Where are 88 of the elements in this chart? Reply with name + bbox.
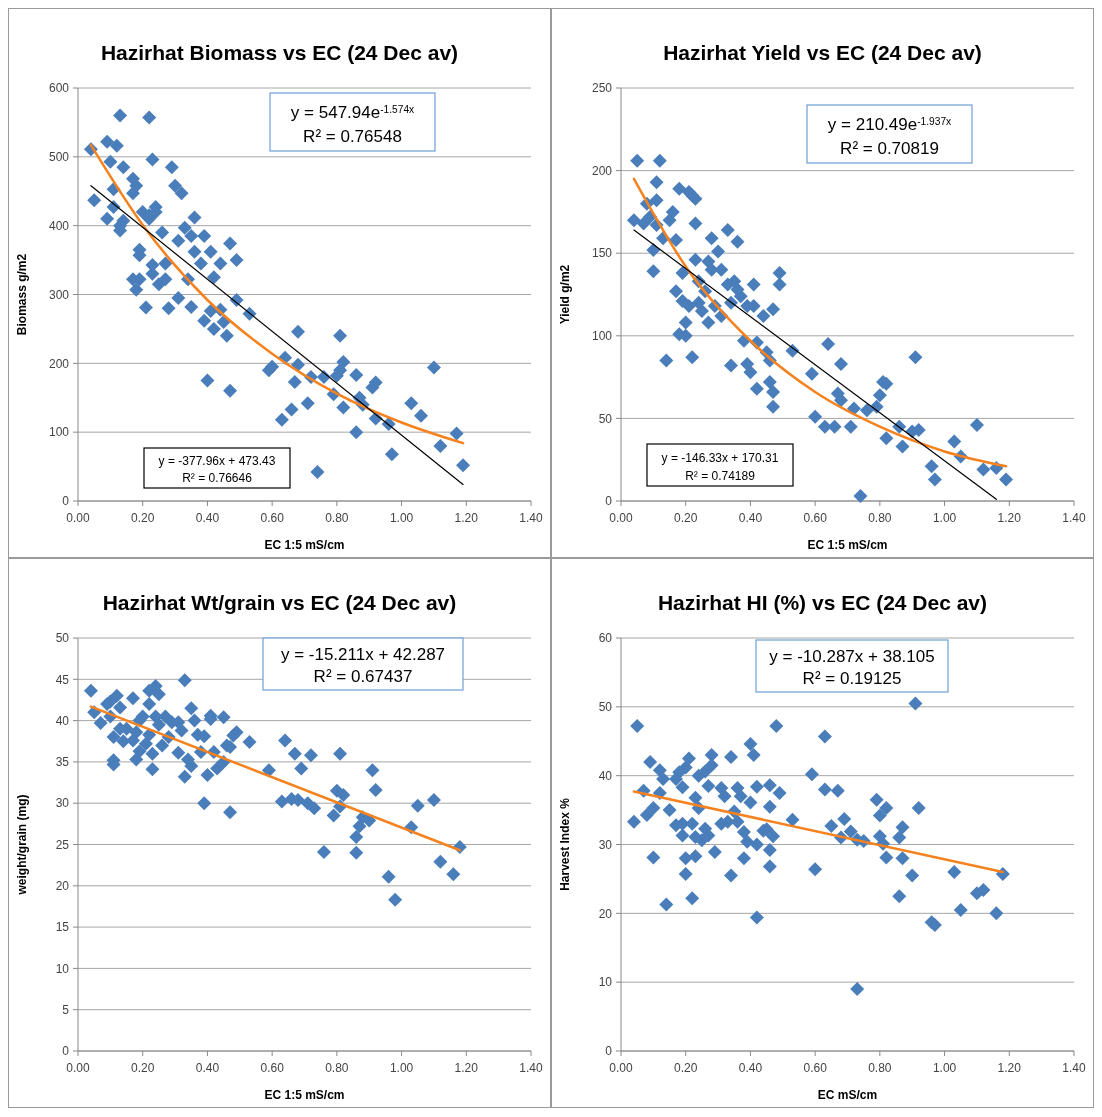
annotation: R² = 0.74189: [685, 468, 756, 483]
x-axis-title: EC 1:5 mS/cm: [264, 538, 345, 552]
x-tick-label: 0.60: [803, 1061, 828, 1075]
y-tick-label: 400: [48, 218, 70, 233]
y-tick-label: 25: [55, 837, 70, 852]
y-tick-label: 35: [55, 755, 70, 770]
x-tick-label: 0.80: [868, 511, 892, 525]
y-tick-label: 100: [48, 425, 70, 440]
x-tick-label: 1.20: [454, 1061, 479, 1075]
x-tick-label: 0.40: [195, 1061, 220, 1075]
y-axis-title: weight/grain (mg): [15, 794, 29, 896]
x-tick-label: 1.00: [932, 511, 957, 525]
y-tick-label: 0: [605, 1044, 613, 1059]
x-tick-label: 1.40: [1062, 511, 1086, 525]
annotation: R² = 0.70819: [840, 139, 939, 159]
x-tick-label: 0.80: [325, 1061, 349, 1075]
annotation: y = -377.96x + 473.43: [158, 454, 276, 469]
x-tick-label: 0.00: [609, 511, 633, 525]
x-tick-label: 0.60: [803, 511, 828, 525]
y-axis-title: Harvest Index %: [558, 797, 572, 891]
annotation: R² = 0.19125: [802, 669, 902, 689]
y-tick-label: 200: [48, 356, 70, 371]
y-tick-label: 30: [598, 837, 613, 852]
annotation: y = -146.33x + 170.31: [661, 451, 779, 466]
x-tick-label: 1.40: [1062, 1061, 1086, 1075]
x-axis-title: EC 1:5 mS/cm: [264, 1088, 345, 1102]
x-tick-label: 0.20: [131, 1061, 155, 1075]
y-tick-label: 20: [598, 906, 613, 921]
x-tick-label: 0.40: [195, 511, 220, 525]
y-tick-label: 10: [598, 975, 613, 990]
x-tick-label: 0.00: [609, 1061, 633, 1075]
y-tick-label: 50: [598, 411, 613, 426]
annotation: y = 210.49e$^{-1.937x}$: [827, 114, 952, 134]
x-tick-label: 1.00: [932, 1061, 957, 1075]
x-tick-label: 0.80: [868, 1061, 892, 1075]
x-tick-label: 1.00: [389, 511, 414, 525]
y-tick-label: 300: [48, 287, 70, 302]
y-tick-label: 250: [591, 81, 613, 96]
y-tick-label: 10: [55, 961, 70, 976]
line-series: [632, 177, 1008, 468]
y-tick-label: 45: [55, 672, 70, 687]
x-tick-label: 1.20: [997, 511, 1022, 525]
y-axis-title: Yield g/m2: [558, 264, 572, 325]
y-tick-label: 20: [55, 879, 70, 893]
annotation: y = 547.94e$^{-1.574x}$: [290, 102, 415, 122]
x-tick-label: 0.20: [674, 1061, 698, 1075]
x-tick-label: 0.00: [66, 511, 90, 525]
x-axis-title: EC mS/cm: [817, 1088, 878, 1102]
x-tick-label: 1.40: [519, 511, 543, 525]
y-tick-label: 15: [55, 920, 70, 935]
annotation: R² = 0.67437: [313, 667, 413, 687]
x-tick-label: 0.20: [674, 511, 698, 525]
x-tick-label: 1.40: [519, 1061, 543, 1075]
x-tick-label: 0.60: [260, 511, 285, 525]
y-tick-label: 40: [598, 768, 613, 783]
y-tick-label: 30: [55, 796, 70, 811]
x-tick-label: 0.40: [738, 1061, 763, 1075]
y-tick-label: 600: [48, 81, 70, 96]
y-axis-title: Biomass g/m2: [15, 253, 29, 336]
y-tick-label: 50: [598, 700, 613, 715]
y-tick-label: 150: [591, 246, 613, 261]
x-tick-label: 1.20: [454, 511, 479, 525]
x-tick-label: 0.00: [66, 1061, 90, 1075]
chart-title: Hazirhat Biomass vs EC (24 Dec av): [100, 41, 459, 64]
y-tick-label: 0: [62, 494, 70, 509]
y-tick-label: 500: [48, 150, 70, 165]
x-tick-label: 0.80: [325, 511, 349, 525]
y-tick-label: 200: [591, 163, 613, 178]
annotation: y = -15.211x + 42.287: [280, 645, 446, 665]
y-tick-label: 60: [598, 631, 613, 646]
chart-title: Hazirhat Yield vs EC (24 Dec av): [663, 41, 982, 64]
x-tick-label: 0.20: [131, 511, 155, 525]
y-tick-label: 5: [62, 1002, 70, 1017]
y-tick-label: 40: [55, 713, 70, 728]
y-tick-label: 0: [605, 494, 613, 509]
y-tick-label: 50: [55, 631, 70, 646]
y-tick-label: 100: [591, 329, 613, 343]
x-tick-label: 1.00: [389, 1061, 414, 1075]
chart-title: Hazirhat Wt/grain vs EC (24 Dec av): [102, 591, 457, 614]
x-tick-label: 1.20: [997, 1061, 1022, 1075]
chart-title: Hazirhat HI (%) vs EC (24 Dec av): [657, 591, 988, 614]
annotation: R² = 0.76646: [182, 471, 253, 485]
annotation: y = -10.287x + 38.105: [769, 647, 935, 667]
x-axis-title: EC 1:5 mS/cm: [807, 538, 888, 552]
x-tick-label: 0.60: [260, 1061, 285, 1075]
y-tick-label: 0: [62, 1044, 70, 1059]
x-tick-label: 0.40: [738, 511, 763, 525]
annotation: R² = 0.76548: [303, 127, 402, 147]
